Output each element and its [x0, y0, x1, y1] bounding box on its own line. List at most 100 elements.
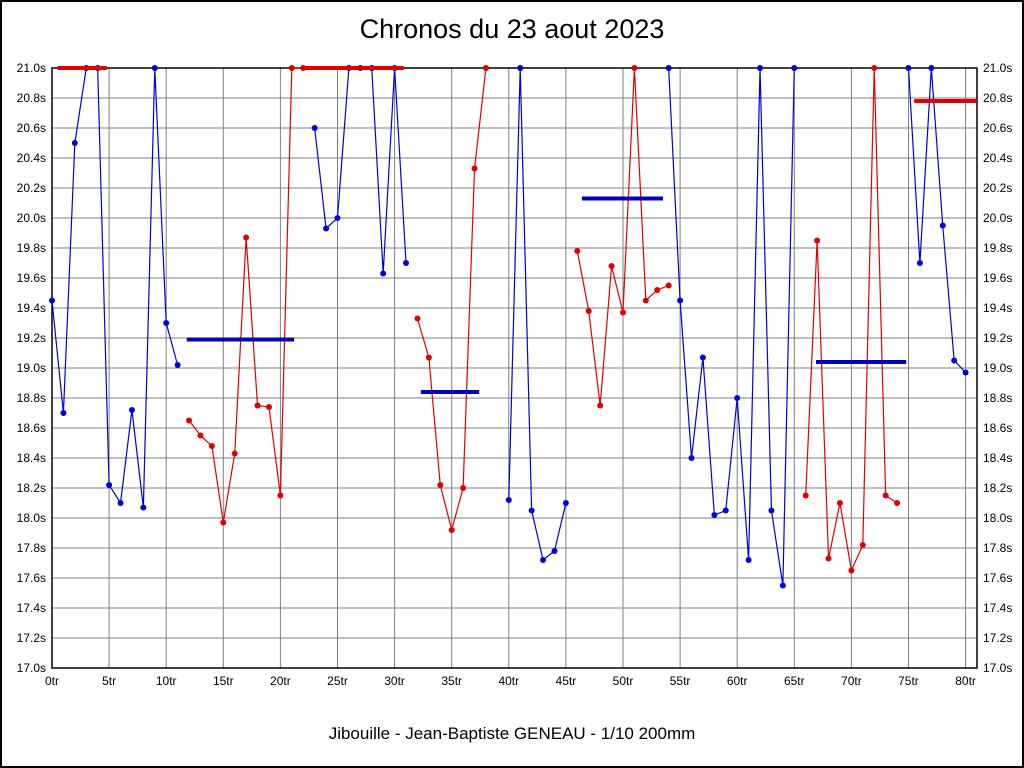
y-tick-label-right: 17.0s	[983, 661, 1012, 675]
y-tick-label-right: 20.0s	[983, 211, 1012, 225]
red-data-point	[882, 492, 889, 499]
blue-data-point	[528, 507, 535, 514]
blue-data-point	[916, 260, 923, 266]
red-data-point	[665, 282, 672, 289]
red-data-point	[482, 65, 489, 71]
y-tick-label-left: 19.6s	[17, 271, 46, 285]
y-tick-label-right: 17.8s	[983, 541, 1012, 555]
red-data-point	[197, 432, 204, 439]
y-tick-label-left: 20.0s	[17, 211, 46, 225]
y-tick-label-left: 17.0s	[17, 661, 46, 675]
red-data-point	[619, 309, 626, 316]
blue-data-point	[380, 270, 387, 277]
y-tick-label-right: 17.2s	[983, 631, 1012, 645]
blue-data-point	[665, 65, 672, 71]
x-tick-label: 45tr	[556, 674, 577, 688]
y-tick-label-left: 18.2s	[17, 481, 46, 495]
blue-series-line	[314, 67, 407, 274]
red-data-point	[654, 287, 661, 293]
chart-title: Chronos du 23 aout 2023	[359, 14, 665, 44]
plot-frame	[51, 67, 978, 669]
red-data-point	[642, 297, 649, 304]
y-tick-label-right: 18.4s	[983, 451, 1012, 465]
blue-data-point	[106, 482, 113, 488]
blue-data-point	[540, 557, 547, 563]
blue-data-point	[403, 260, 410, 266]
y-tick-label-left: 20.8s	[17, 91, 46, 105]
red-series-line	[188, 67, 304, 523]
red-data-point	[208, 443, 215, 449]
blue-data-point	[71, 140, 78, 146]
red-data-point	[631, 65, 638, 71]
y-tick-label-left: 20.4s	[17, 151, 46, 165]
blue-data-point	[722, 507, 729, 514]
red-data-point	[814, 237, 821, 244]
red-data-point	[848, 567, 855, 574]
x-tick-label: 5tr	[102, 674, 116, 688]
blue-series-line	[508, 67, 567, 562]
y-tick-label-right: 20.8s	[983, 91, 1012, 105]
red-data-point	[574, 248, 581, 254]
x-tick-label: 0tr	[45, 674, 59, 688]
y-tick-label-left: 18.0s	[17, 511, 46, 525]
red-data-point	[597, 402, 604, 409]
red-data-point	[585, 308, 592, 314]
blue-data-point	[323, 225, 330, 232]
red-data-point	[425, 354, 432, 361]
x-tick-label: 65tr	[784, 674, 805, 688]
x-tick-label: 15tr	[213, 674, 234, 688]
x-tick-label: 70tr	[841, 674, 862, 688]
blue-data-point	[699, 354, 706, 361]
y-tick-label-right: 17.4s	[983, 601, 1012, 615]
y-tick-label-right: 19.4s	[983, 301, 1012, 315]
blue-data-point	[163, 320, 170, 326]
x-tick-label: 55tr	[670, 674, 691, 688]
red-data-point	[265, 404, 272, 410]
y-tick-label-left: 17.4s	[17, 601, 46, 615]
blue-data-point	[962, 369, 969, 376]
y-tick-label-left: 20.6s	[17, 121, 46, 135]
y-tick-label-right: 18.8s	[983, 391, 1012, 405]
blue-series-line	[668, 67, 795, 586]
red-data-point	[859, 542, 866, 548]
red-data-point	[186, 417, 193, 424]
blue-data-point	[551, 548, 558, 554]
x-tick-label: 10tr	[156, 674, 177, 688]
blue-data-point	[951, 357, 958, 364]
blue-data-point	[779, 582, 786, 589]
x-tick-label: 35tr	[441, 674, 462, 688]
blue-series-line	[51, 67, 179, 508]
chart-caption: Jibouille - Jean-Baptiste GENEAU - 1/10 …	[328, 724, 696, 743]
x-tick-label: 40tr	[498, 674, 519, 688]
x-tick-label: 75tr	[898, 674, 919, 688]
y-tick-label-left: 19.2s	[17, 331, 46, 345]
red-data-point	[894, 500, 901, 506]
blue-data-point	[174, 362, 181, 368]
blue-data-point	[677, 297, 684, 304]
red-data-point	[608, 263, 615, 269]
blue-data-point	[49, 297, 55, 304]
blue-data-point	[311, 125, 318, 131]
y-tick-label-right: 19.6s	[983, 271, 1012, 285]
y-tick-label-right: 20.4s	[983, 151, 1012, 165]
blue-data-point	[734, 395, 741, 401]
red-data-point	[231, 450, 238, 457]
y-tick-label-left: 21.0s	[17, 61, 46, 75]
x-tick-label: 30tr	[384, 674, 405, 688]
red-data-point	[277, 492, 284, 499]
blue-data-point	[505, 497, 512, 503]
y-tick-label-right: 19.0s	[983, 361, 1012, 375]
blue-data-point	[711, 512, 718, 518]
blue-data-point	[117, 500, 124, 506]
blue-data-point	[745, 557, 752, 563]
red-data-point	[836, 500, 843, 506]
blue-data-point	[768, 507, 775, 514]
y-tick-label-right: 20.2s	[983, 181, 1012, 195]
y-tick-label-left: 18.6s	[17, 421, 46, 435]
y-tick-label-left: 18.4s	[17, 451, 46, 465]
red-data-point	[802, 492, 809, 499]
red-data-point	[448, 527, 455, 533]
y-tick-label-left: 19.4s	[17, 301, 46, 315]
